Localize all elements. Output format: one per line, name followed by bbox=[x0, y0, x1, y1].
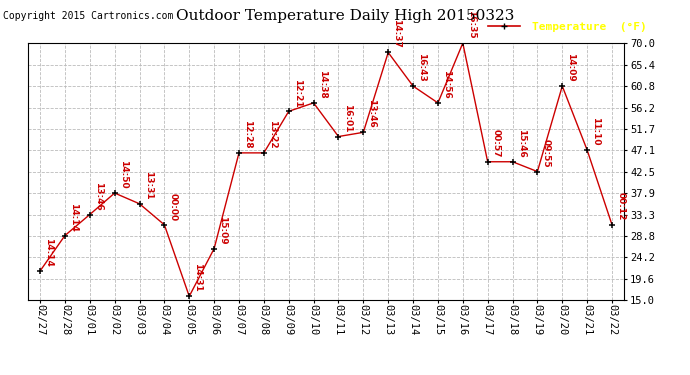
Text: 14:31: 14:31 bbox=[193, 263, 202, 292]
Text: 12:28: 12:28 bbox=[243, 120, 252, 149]
Text: 16:43: 16:43 bbox=[417, 53, 426, 82]
Text: 14:14: 14:14 bbox=[69, 202, 78, 231]
Text: 16:01: 16:01 bbox=[343, 104, 352, 132]
Text: 14:56: 14:56 bbox=[442, 70, 451, 99]
Text: 09:55: 09:55 bbox=[542, 139, 551, 167]
Text: 13:22: 13:22 bbox=[268, 120, 277, 149]
Text: Temperature  (°F): Temperature (°F) bbox=[533, 22, 647, 32]
Text: 14:09: 14:09 bbox=[566, 53, 575, 82]
Text: 14:14: 14:14 bbox=[44, 238, 53, 267]
Text: 14:38: 14:38 bbox=[318, 70, 327, 99]
Text: 14:37: 14:37 bbox=[393, 20, 402, 48]
Text: 13:46: 13:46 bbox=[94, 182, 103, 210]
Text: 00:00: 00:00 bbox=[168, 192, 177, 220]
Text: 11:10: 11:10 bbox=[591, 117, 600, 146]
Text: Copyright 2015 Cartronics.com: Copyright 2015 Cartronics.com bbox=[3, 11, 174, 21]
Text: 13:46: 13:46 bbox=[368, 99, 377, 128]
Text: 15:46: 15:46 bbox=[517, 129, 526, 158]
Text: 00:12: 00:12 bbox=[616, 192, 625, 220]
Text: 00:57: 00:57 bbox=[492, 129, 501, 158]
Text: 12:21: 12:21 bbox=[293, 78, 302, 107]
Text: 14:50: 14:50 bbox=[119, 160, 128, 189]
Text: Outdoor Temperature Daily High 20150323: Outdoor Temperature Daily High 20150323 bbox=[176, 9, 514, 23]
Text: 13:31: 13:31 bbox=[144, 171, 152, 200]
Text: 16:35: 16:35 bbox=[467, 10, 476, 39]
Text: 15:09: 15:09 bbox=[218, 216, 227, 244]
